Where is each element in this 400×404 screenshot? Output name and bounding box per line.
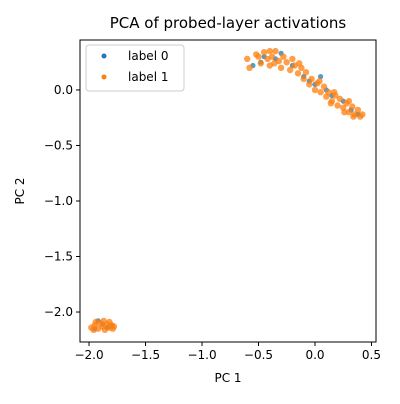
data-point-label-1 xyxy=(349,103,356,110)
points-layer xyxy=(88,47,366,333)
data-point-label-1 xyxy=(268,53,276,60)
data-point-label-1 xyxy=(244,55,251,63)
data-point-label-1 xyxy=(306,81,313,88)
data-point-label-1 xyxy=(311,86,319,94)
data-point-label-1 xyxy=(280,53,287,60)
legend-label-1: label 1 xyxy=(128,70,168,84)
y-tick-label: −1.0 xyxy=(44,194,73,208)
y-tick-label: −1.5 xyxy=(44,250,73,264)
data-point-label-1 xyxy=(320,83,328,90)
data-point-label-1 xyxy=(300,75,307,83)
legend-marker-label-0 xyxy=(101,53,107,59)
data-point-label-1 xyxy=(354,106,362,114)
data-point-label-1 xyxy=(296,60,303,67)
data-point-label-1 xyxy=(261,49,268,56)
x-tick-label: −1.5 xyxy=(131,348,160,362)
y-tick-label: 0.0 xyxy=(54,83,73,97)
y-tick-label: −0.5 xyxy=(44,138,73,152)
data-point-label-1 xyxy=(308,75,315,83)
data-point-label-1 xyxy=(100,317,107,325)
x-tick-label: 0.0 xyxy=(305,348,324,362)
data-point-label-1 xyxy=(359,111,366,118)
data-point-label-1 xyxy=(327,100,334,107)
data-point-label-0 xyxy=(318,74,324,80)
data-point-label-1 xyxy=(277,64,285,72)
data-point-label-1 xyxy=(92,318,100,326)
legend-marker-label-1 xyxy=(101,74,107,80)
legend-box xyxy=(85,44,185,92)
data-point-label-1 xyxy=(331,89,338,96)
data-point-label-1 xyxy=(350,113,357,120)
data-point-label-1 xyxy=(266,47,273,55)
x-axis-ticks: −2.0 −1.5 −1.0 −0.5 0.0 0.5 xyxy=(74,342,381,362)
data-point-label-1 xyxy=(257,60,264,67)
data-point-label-1 xyxy=(345,97,353,105)
legend: label 0 label 1 xyxy=(85,44,185,92)
data-point-label-1 xyxy=(90,326,97,333)
plot-frame xyxy=(79,39,377,343)
x-tick-label: −2.0 xyxy=(74,348,103,362)
data-point-label-1 xyxy=(302,69,310,76)
data-point-label-1 xyxy=(272,47,279,55)
chart-title: PCA of probed-layer activations xyxy=(110,14,347,32)
x-tick-label: −1.0 xyxy=(187,348,216,362)
data-point-label-1 xyxy=(345,109,353,116)
x-tick-label: −0.5 xyxy=(244,348,273,362)
legend-label-0: label 0 xyxy=(128,49,168,63)
data-point-label-1 xyxy=(325,89,332,96)
data-point-label-1 xyxy=(289,55,296,63)
data-point-label-1 xyxy=(336,95,343,103)
data-point-label-1 xyxy=(294,70,302,77)
data-point-label-1 xyxy=(317,89,324,96)
data-point-label-1 xyxy=(286,66,294,74)
data-point-label-1 xyxy=(316,77,323,85)
data-point-label-1 xyxy=(106,318,113,326)
y-axis-ticks: 0.0 −0.5 −1.0 −1.5 −2.0 xyxy=(44,83,80,319)
data-point-label-1 xyxy=(334,102,341,109)
y-tick-label: −2.0 xyxy=(44,305,73,319)
data-point-label-1 xyxy=(283,59,290,66)
data-point-label-1 xyxy=(255,53,262,60)
data-point-label-1 xyxy=(271,60,278,67)
x-tick-label: 0.5 xyxy=(362,348,381,362)
data-point-label-1 xyxy=(109,325,117,332)
data-point-label-1 xyxy=(341,109,348,116)
data-point-label-1 xyxy=(246,64,253,72)
x-axis-label: PC 1 xyxy=(214,371,241,385)
y-axis-label: PC 2 xyxy=(13,177,27,204)
